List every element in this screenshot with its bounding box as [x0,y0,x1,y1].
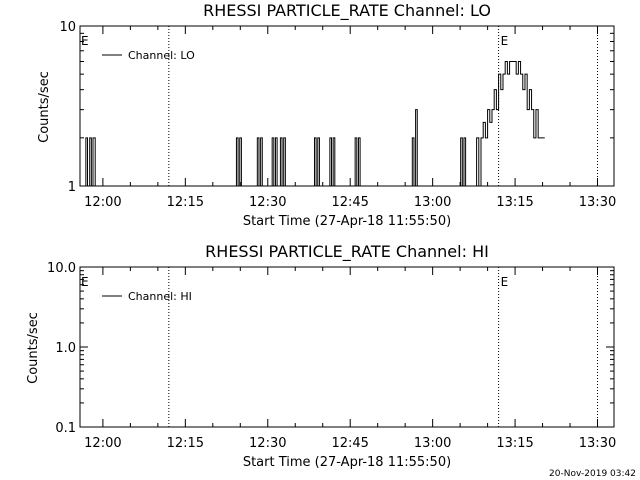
x-tick-label: 12:00 [84,195,121,210]
x-tick-label: 12:15 [167,195,204,210]
edge-marker-label: E [81,34,89,48]
x-tick-label: 13:30 [579,436,616,451]
x-tick-label: 13:30 [579,195,616,210]
y-tick-label: 1 [68,180,76,195]
x-tick-label: 12:30 [249,436,286,451]
event-marker-label: E [501,275,509,289]
y-axis-label-hi: Counts/sec [26,312,41,384]
event-marker-label: E [501,34,509,48]
y-axis-label-lo: Counts/sec [37,71,52,143]
x-tick-label: 12:00 [84,436,121,451]
y-tick-label: 10 [59,20,76,35]
x-tick-label: 13:00 [414,436,451,451]
chart-panel-hi: 12:00 12:15 12:30 12:45 13:00 13:15 13:30 0.1 1.… [47,261,616,451]
timestamp: 20-Nov-2019 03:42 [549,469,636,479]
chart-title-lo: RHESSI PARTICLE_RATE Channel: LO [203,1,491,21]
legend-label: Channel: LO [128,49,195,62]
y-tick-label: 10.0 [47,261,76,276]
chart-title-hi: RHESSI PARTICLE_RATE Channel: HI [205,242,489,262]
legend-label: Channel: HI [128,290,192,303]
x-tick-label: 12:15 [167,436,204,451]
x-tick-label: 13:15 [496,195,533,210]
x-tick-label: 13:15 [496,436,533,451]
x-tick-label: 12:45 [331,436,368,451]
edge-marker-label: E [81,275,89,289]
x-tick-label: 13:00 [414,195,451,210]
x-axis-label-lo: Start Time (27-Apr-18 11:55:50) [243,214,451,229]
x-tick-label: 12:45 [331,195,368,210]
x-axis-label-hi: Start Time (27-Apr-18 11:55:50) [243,455,451,470]
x-tick-label: 12:30 [249,195,286,210]
y-tick-label: 0.1 [55,421,76,436]
y-tick-label: 1.0 [55,341,76,356]
series-line [83,60,545,187]
chart-panel-lo: 12:00 12:15 12:30 12:45 13:00 13:15 13:30 1 10 E E… [59,20,616,210]
